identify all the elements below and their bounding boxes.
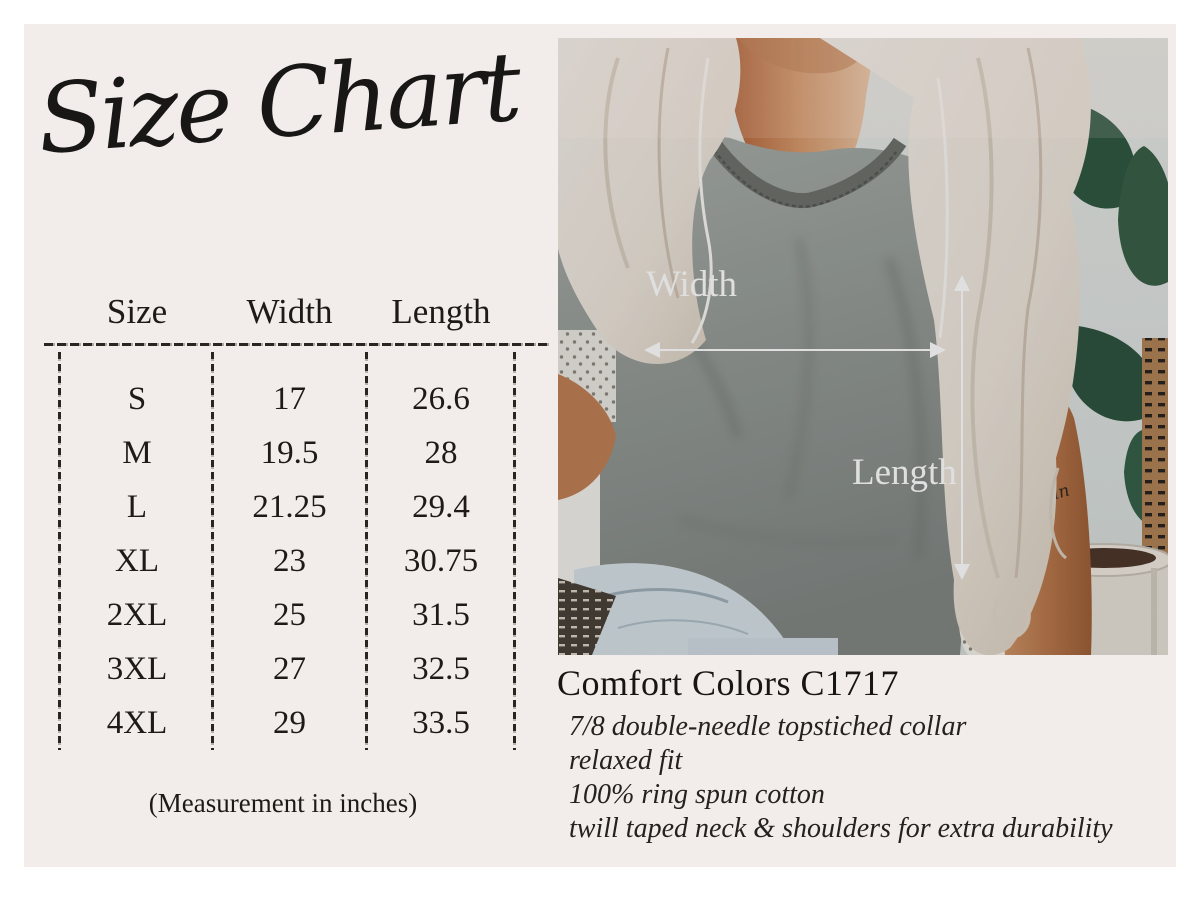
cell-length: 28	[424, 434, 458, 471]
cell-length: 33.5	[412, 704, 470, 741]
table-row: M 19.5 28	[62, 426, 515, 480]
measurement-note: (Measurement in inches)	[148, 788, 418, 818]
table-divider-right	[513, 352, 516, 750]
table-row: 2XL 25 31.5	[62, 588, 515, 642]
table-header-rule	[44, 343, 550, 346]
table-row: 4XL 29 33.5	[62, 696, 515, 750]
cell-size: L	[126, 488, 148, 525]
feature-list: 7/8 double-needle topstiched collar rela…	[557, 710, 1172, 846]
cell-size: S	[127, 380, 147, 417]
cell-width: 23	[273, 542, 306, 579]
title-block: Size Chart	[30, 31, 560, 246]
table-row: L 21.25 29.4	[62, 480, 515, 534]
cell-length: 30.75	[403, 542, 479, 579]
product-name: Comfort Colors C1717	[557, 663, 900, 703]
table-divider-width-length	[365, 352, 368, 750]
table-row: S 17 26.6	[62, 372, 515, 426]
cell-size: 4XL	[106, 704, 168, 741]
cell-width: 29	[273, 704, 306, 741]
feature-item: 100% ring spun cotton	[569, 779, 825, 810]
cell-width: 17	[273, 380, 306, 417]
feature-item: 7/8 double-needle topstiched collar	[569, 711, 967, 742]
cell-length: 26.6	[412, 380, 470, 417]
cell-length: 31.5	[412, 596, 470, 633]
cell-size: M	[122, 434, 152, 471]
table-divider-left	[58, 352, 61, 750]
cell-length: 32.5	[412, 650, 470, 687]
cell-size: 3XL	[106, 650, 168, 687]
table-row: XL 23 30.75	[62, 534, 515, 588]
column-header-width: Width	[246, 292, 333, 331]
photo-light-overlay	[558, 38, 1168, 138]
column-header-size: Size	[106, 292, 168, 331]
cell-width: 19.5	[260, 434, 319, 471]
table-header-row: Size Width Length	[62, 292, 515, 332]
table-body: S 17 26.6 M 19.5 28 L 21.25 29.4 XL 23 3…	[62, 372, 515, 750]
column-header-length: Length	[391, 292, 491, 331]
cell-width: 27	[273, 650, 306, 687]
photo-grain-overlay	[558, 38, 1168, 655]
cell-width: 25	[273, 596, 306, 633]
table-divider-size-width	[211, 352, 214, 750]
feature-item: twill taped neck & shoulders for extra d…	[569, 813, 1113, 844]
cell-size: 2XL	[106, 596, 168, 633]
model-photo: Océan	[558, 38, 1168, 655]
product-info: Comfort Colors C1717 7/8 double-needle t…	[557, 662, 1172, 846]
page-title: Size Chart	[34, 30, 523, 176]
feature-item: relaxed fit	[569, 745, 683, 776]
cell-size: XL	[115, 542, 159, 579]
cell-length: 29.4	[412, 488, 470, 525]
table-row: 3XL 27 32.5	[62, 642, 515, 696]
cell-width: 21.25	[252, 488, 327, 525]
